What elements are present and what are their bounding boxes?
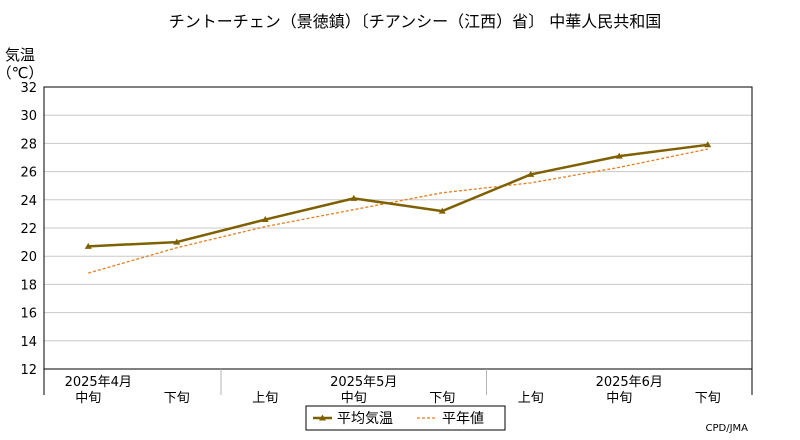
y-tick-label: 32 bbox=[20, 81, 37, 96]
x-tick-label: 中旬 bbox=[75, 391, 101, 406]
y-tick-label: 18 bbox=[20, 278, 37, 293]
x-tick-label: 下旬 bbox=[164, 391, 190, 406]
month-label: 2025年5月 bbox=[330, 375, 397, 390]
x-tick-label: 中旬 bbox=[606, 391, 632, 406]
y-tick-label: 24 bbox=[20, 194, 37, 209]
series-mean-point bbox=[615, 152, 623, 159]
month-label: 2025年4月 bbox=[65, 375, 132, 390]
series-mean-point bbox=[350, 194, 358, 201]
x-tick-label: 下旬 bbox=[429, 391, 455, 406]
x-axis: 中旬 下旬 上旬 中旬 下旬 上旬 中旬 下旬 2025年4月 2025年5月 2025年6月 bbox=[43, 369, 753, 406]
month-label: 2025年6月 bbox=[596, 375, 663, 390]
chart-title: チントーチェン（景徳鎮）〔チアンシー（江西）省〕 中華人民共和国 bbox=[169, 12, 661, 31]
series-mean-point bbox=[704, 141, 712, 148]
y-tick-label: 20 bbox=[20, 250, 37, 265]
y-tick-label: 16 bbox=[20, 307, 37, 322]
y-axis-label: 気温 bbox=[5, 46, 35, 64]
x-tick-label: 上旬 bbox=[518, 391, 544, 406]
x-tick-label: 中旬 bbox=[341, 391, 367, 406]
legend-box bbox=[305, 405, 506, 431]
legend-label-normal: 平年値 bbox=[442, 411, 484, 427]
y-tick-label: 30 bbox=[20, 109, 37, 124]
series-mean-point bbox=[438, 207, 446, 214]
series-mean-point bbox=[173, 238, 181, 245]
plot-area bbox=[43, 86, 753, 370]
y-axis-unit: （℃） bbox=[0, 64, 43, 82]
credit-text: CPD/JMA bbox=[706, 423, 749, 434]
y-ticks: 12 14 16 18 20 22 24 26 28 30 32 bbox=[20, 81, 37, 378]
series-normal bbox=[88, 148, 708, 274]
legend-label-mean: 平均気温 bbox=[337, 411, 393, 427]
x-tick-label: 上旬 bbox=[252, 391, 278, 406]
y-tick-label: 26 bbox=[20, 166, 37, 181]
grid bbox=[44, 114, 752, 342]
series-mean-point bbox=[527, 170, 535, 177]
series-mean-point bbox=[84, 242, 92, 249]
y-tick-label: 28 bbox=[20, 137, 37, 152]
series-mean bbox=[84, 141, 712, 249]
y-tick-label: 12 bbox=[20, 363, 37, 378]
y-tick-label: 22 bbox=[20, 222, 37, 237]
legend-marker-mean bbox=[319, 414, 326, 421]
series-mean-line bbox=[88, 143, 708, 248]
x-tick-label: 下旬 bbox=[695, 391, 721, 406]
series-mean-point bbox=[261, 216, 269, 223]
series-normal-line bbox=[88, 148, 708, 274]
y-tick-label: 14 bbox=[20, 335, 37, 350]
legend: 平均気温 平年値 bbox=[305, 405, 506, 431]
